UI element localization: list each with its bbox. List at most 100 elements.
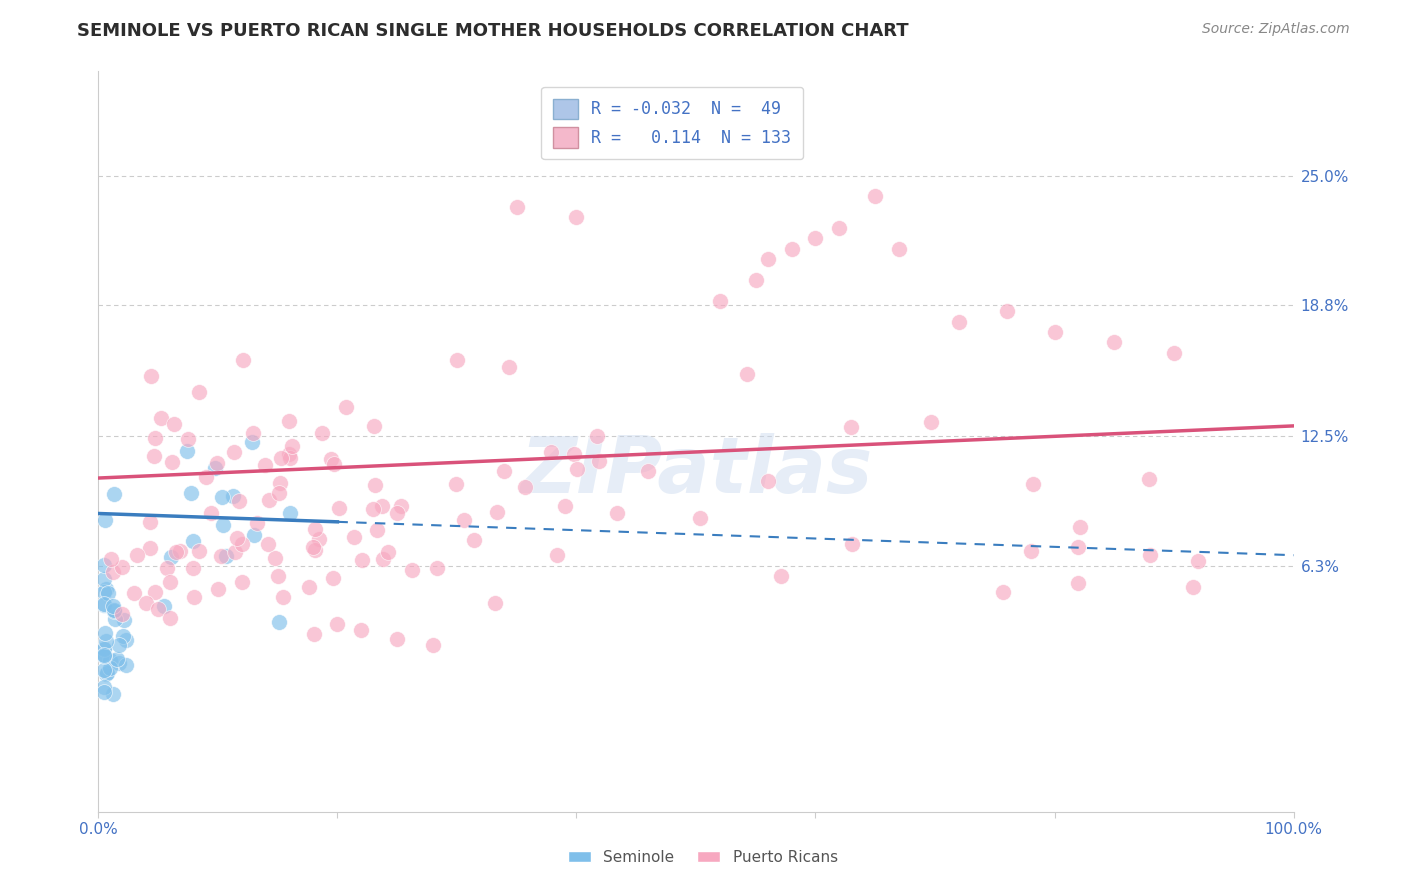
Point xyxy=(586,429,609,443)
Point xyxy=(385,632,409,646)
Point xyxy=(139,369,162,384)
Point xyxy=(828,220,851,235)
Point xyxy=(98,661,121,675)
Point xyxy=(263,551,285,566)
Point xyxy=(484,596,506,610)
Point xyxy=(242,426,264,441)
Point xyxy=(103,486,125,500)
Point xyxy=(304,522,326,536)
Point xyxy=(352,553,374,567)
Point xyxy=(319,452,342,467)
Point xyxy=(637,464,659,478)
Point xyxy=(269,486,291,500)
Point xyxy=(93,641,115,656)
Point xyxy=(326,617,349,632)
Point xyxy=(745,273,768,287)
Point xyxy=(865,189,887,203)
Point xyxy=(311,425,333,440)
Point xyxy=(328,501,350,516)
Point xyxy=(281,439,304,453)
Point xyxy=(361,502,384,516)
Point xyxy=(363,418,385,433)
Point xyxy=(371,499,394,513)
Point xyxy=(350,624,373,638)
Point xyxy=(93,680,115,694)
Point xyxy=(280,450,302,465)
Point xyxy=(150,411,173,425)
Point xyxy=(94,649,117,664)
Legend: Seminole, Puerto Ricans: Seminole, Puerto Ricans xyxy=(562,844,844,871)
Point xyxy=(222,489,245,503)
Point xyxy=(1182,580,1205,594)
Point xyxy=(498,359,520,374)
Point xyxy=(304,543,326,558)
Point xyxy=(226,531,249,545)
Point xyxy=(103,603,125,617)
Point xyxy=(112,613,135,627)
Point xyxy=(756,252,779,266)
Point xyxy=(107,639,129,653)
Point xyxy=(162,455,184,469)
Point xyxy=(371,552,394,566)
Point xyxy=(215,549,238,563)
Point xyxy=(93,584,115,599)
Point xyxy=(389,499,412,513)
Point xyxy=(278,507,301,521)
Point xyxy=(93,648,115,663)
Point xyxy=(93,685,115,699)
Point xyxy=(1187,554,1209,568)
Point xyxy=(224,444,246,458)
Point xyxy=(97,586,120,600)
Point xyxy=(103,604,125,618)
Point xyxy=(991,584,1014,599)
Point xyxy=(1139,548,1161,562)
Point xyxy=(156,561,179,575)
Point xyxy=(143,449,166,463)
Point xyxy=(343,530,366,544)
Point xyxy=(93,597,115,611)
Point xyxy=(231,537,253,551)
Point xyxy=(143,432,166,446)
Point xyxy=(1043,325,1066,339)
Text: SEMINOLE VS PUERTO RICAN SINGLE MOTHER HOUSEHOLDS CORRELATION CHART: SEMINOLE VS PUERTO RICAN SINGLE MOTHER H… xyxy=(77,22,908,40)
Point xyxy=(770,569,793,583)
Point xyxy=(205,456,228,470)
Point xyxy=(111,607,134,621)
Point xyxy=(246,516,269,530)
Point xyxy=(93,572,115,586)
Point xyxy=(546,549,568,563)
Legend: R = -0.032  N =  49, R =   0.114  N = 133: R = -0.032 N = 49, R = 0.114 N = 133 xyxy=(541,87,803,160)
Point xyxy=(224,544,246,558)
Point xyxy=(322,571,344,585)
Point xyxy=(1137,472,1160,486)
Point xyxy=(565,211,588,225)
Point xyxy=(148,602,170,616)
Point xyxy=(756,474,779,488)
Point xyxy=(889,242,911,256)
Point xyxy=(259,492,281,507)
Point xyxy=(93,513,115,527)
Point xyxy=(401,562,423,576)
Point xyxy=(159,611,181,625)
Point xyxy=(211,491,233,505)
Point xyxy=(540,445,562,459)
Point xyxy=(160,549,183,564)
Point xyxy=(486,505,509,519)
Point xyxy=(127,548,149,562)
Point xyxy=(387,506,409,520)
Point xyxy=(101,687,124,701)
Point xyxy=(181,534,204,549)
Point xyxy=(110,560,132,574)
Point xyxy=(180,486,202,500)
Point xyxy=(101,565,124,579)
Point xyxy=(231,353,253,368)
Point xyxy=(139,515,162,529)
Point xyxy=(187,385,209,400)
Point xyxy=(94,633,117,648)
Text: Source: ZipAtlas.com: Source: ZipAtlas.com xyxy=(1202,22,1350,37)
Point xyxy=(920,415,942,429)
Point xyxy=(948,315,970,329)
Point xyxy=(323,457,346,471)
Point xyxy=(231,575,253,590)
Point xyxy=(104,612,127,626)
